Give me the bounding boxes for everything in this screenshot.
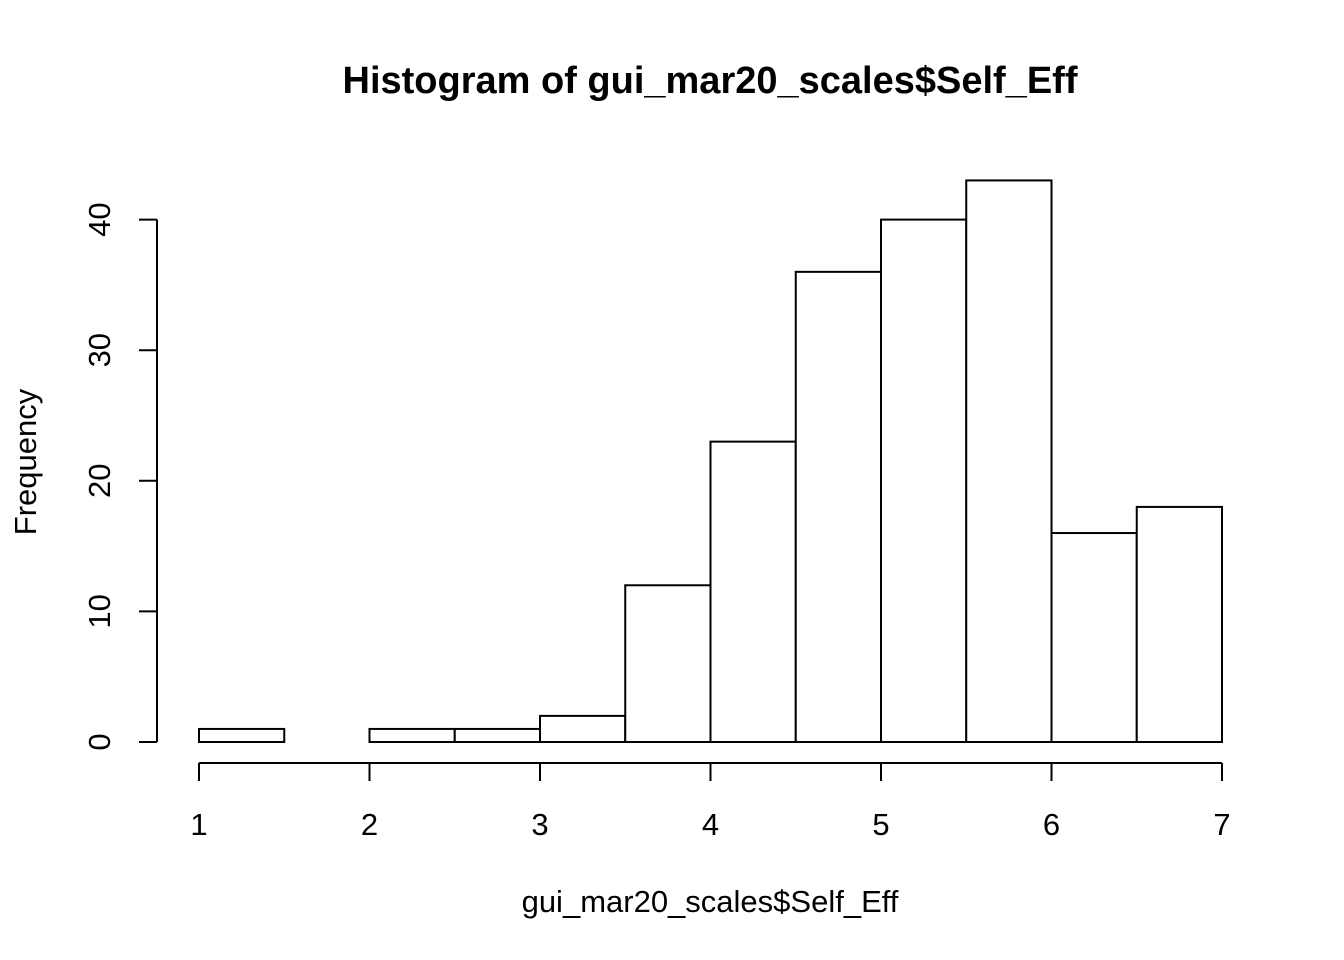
histogram-bar <box>965 179 1053 744</box>
y-tick-label: 20 <box>82 464 117 498</box>
y-tick-label: 0 <box>82 733 117 750</box>
y-tick-label: 30 <box>82 333 117 367</box>
x-tick-label: 4 <box>702 807 719 842</box>
x-tick-label: 3 <box>531 807 548 842</box>
y-axis: 0 10 20 30 40 <box>82 202 158 751</box>
histogram-bar <box>198 727 286 744</box>
x-tick-label: 5 <box>872 807 889 842</box>
x-tick-label: 6 <box>1043 807 1060 842</box>
histogram-bar <box>539 714 627 744</box>
x-axis-label: gui_mar20_scales$Self_Eff <box>522 884 899 919</box>
histogram-bar <box>880 218 968 744</box>
histogram-bar <box>1135 505 1223 744</box>
histogram-bar <box>709 440 797 743</box>
histogram-bar <box>368 727 456 744</box>
x-tick-label: 1 <box>190 807 207 842</box>
histogram-bar <box>794 270 882 743</box>
histogram-bar <box>453 727 541 744</box>
y-axis-label: Frequency <box>8 388 43 535</box>
histogram-bar <box>624 584 712 744</box>
histogram-bar <box>1050 532 1138 743</box>
histogram-bars <box>198 179 1223 744</box>
x-tick-label: 2 <box>361 807 378 842</box>
chart-title: Histogram of gui_mar20_scales$Self_Eff <box>343 60 1078 102</box>
y-tick-label: 40 <box>82 202 117 236</box>
x-axis: 1 2 3 4 5 6 7 <box>190 762 1231 842</box>
y-tick-label: 10 <box>82 594 117 628</box>
x-tick-label: 7 <box>1213 807 1230 842</box>
